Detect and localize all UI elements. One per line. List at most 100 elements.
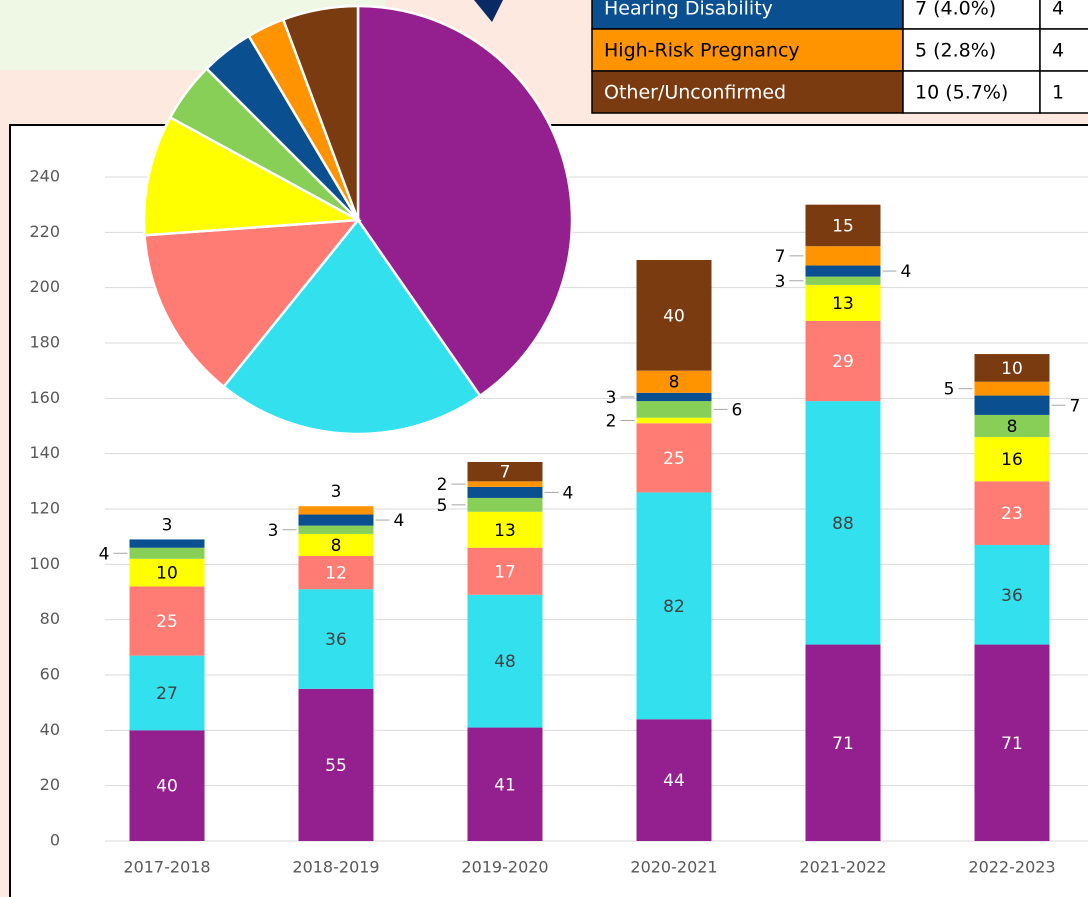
- table-cell: [1039, 70, 1088, 114]
- bar-segment: [467, 547, 543, 595]
- data-label: 4: [394, 511, 405, 531]
- bar-segment: [636, 260, 712, 371]
- bar-segment: [467, 511, 543, 548]
- data-label: 71: [832, 734, 854, 754]
- arrow: [474, 0, 503, 22]
- pie-chart: [142, 4, 574, 436]
- data-label: 4: [563, 483, 574, 503]
- bar-segment: [298, 514, 374, 526]
- bar-segment: [974, 544, 1050, 645]
- table-cell: [1039, 0, 1088, 30]
- data-label: 15: [832, 216, 854, 236]
- bar-segment: [974, 354, 1050, 382]
- bar-segment: [129, 547, 205, 559]
- y-tick-label: 80: [40, 609, 60, 628]
- data-label: 3: [606, 388, 617, 408]
- data-label: 8: [331, 536, 342, 556]
- bar-segment: [467, 594, 543, 728]
- bar-segment: [129, 558, 205, 587]
- data-label: 2: [606, 411, 617, 431]
- data-label: 6: [732, 400, 743, 420]
- bar-segment: [805, 204, 881, 247]
- y-tick-label: 200: [29, 277, 60, 296]
- data-label: 3: [162, 515, 173, 535]
- x-tick-label: 2021-2022: [799, 858, 886, 877]
- data-label: 17: [494, 562, 516, 582]
- bar-segment: [467, 486, 543, 498]
- data-label: 82: [663, 597, 685, 617]
- bar-segment: [974, 414, 1050, 438]
- bar-segment: [974, 644, 1050, 841]
- data-label: 10: [1001, 359, 1023, 379]
- data-label: 40: [156, 777, 178, 797]
- data-label: 27: [156, 684, 178, 704]
- y-tick-label: 100: [29, 554, 60, 573]
- bar-segment: [467, 727, 543, 841]
- bar-segment: [974, 481, 1050, 545]
- cell-text: 1: [1052, 82, 1064, 104]
- y-tick-label: 180: [29, 333, 60, 352]
- bar-segment: [467, 461, 543, 482]
- cell-text: 4: [1052, 40, 1064, 62]
- bar-segment: [805, 276, 881, 285]
- bar-segment: [974, 395, 1050, 415]
- bar-segment: [298, 533, 374, 557]
- data-label: 3: [775, 272, 786, 292]
- data-label: 41: [494, 775, 516, 795]
- data-label: 2: [437, 475, 448, 495]
- data-label: 3: [331, 482, 342, 502]
- bar-segment: [129, 539, 205, 548]
- table-cell: [902, 70, 1041, 114]
- bar-segment: [467, 497, 543, 512]
- bar-chart: 0204060801001201401601802002202402017-20…: [29, 167, 1088, 877]
- data-label: 55: [325, 756, 347, 776]
- table: Hearing Disability 7 (4.0%) 4 High-Risk Pre…: [591, 0, 1088, 114]
- bar-segment: [298, 556, 374, 590]
- table-cell: [591, 70, 904, 114]
- bar-segment: [974, 437, 1050, 482]
- data-label: 29: [832, 352, 854, 372]
- data-label: 7: [1070, 396, 1081, 416]
- data-label: 13: [832, 294, 854, 314]
- bar-segment: [636, 392, 712, 402]
- bar-segment: [298, 688, 374, 841]
- data-label: 16: [1001, 450, 1023, 470]
- data-label: 8: [669, 373, 680, 393]
- data-label: 36: [1001, 586, 1023, 606]
- data-label: 10: [156, 564, 178, 584]
- bar-segment: [298, 506, 374, 515]
- x-tick-label: 2022-2023: [968, 858, 1055, 877]
- bar-segment: [636, 492, 712, 720]
- data-label: 5: [437, 496, 448, 516]
- y-tick-label: 20: [40, 775, 60, 794]
- bar-segment: [636, 401, 712, 418]
- bar-segment: [129, 586, 205, 656]
- cell-text: 7 (4.0%): [915, 0, 996, 20]
- y-tick-label: 220: [29, 222, 60, 241]
- table-cell: [591, 28, 904, 72]
- data-label: 12: [325, 564, 347, 584]
- pie-slice: [143, 218, 361, 389]
- data-label: 4: [901, 262, 912, 282]
- bar-segment: [298, 525, 374, 534]
- data-label: 8: [1007, 417, 1018, 437]
- data-label: 88: [832, 514, 854, 534]
- data-label: 13: [494, 521, 516, 541]
- data-label: 23: [1001, 504, 1023, 524]
- y-tick-label: 60: [40, 665, 60, 684]
- data-label: 7: [775, 247, 786, 267]
- bar-segment: [805, 320, 881, 402]
- bar-segment: [805, 265, 881, 277]
- bar-segment: [805, 401, 881, 645]
- data-label: 25: [156, 612, 178, 632]
- bar-segment: [805, 644, 881, 841]
- y-tick-label: 240: [29, 167, 60, 186]
- data-label: 44: [663, 771, 685, 791]
- table-cell: [591, 0, 904, 30]
- y-tick-label: 0: [50, 831, 60, 850]
- pie-slice: [221, 217, 482, 436]
- pie-slice: [281, 4, 360, 221]
- x-tick-label: 2019-2020: [461, 858, 548, 877]
- data-label: 5: [944, 380, 955, 400]
- data-label: 4: [99, 544, 110, 564]
